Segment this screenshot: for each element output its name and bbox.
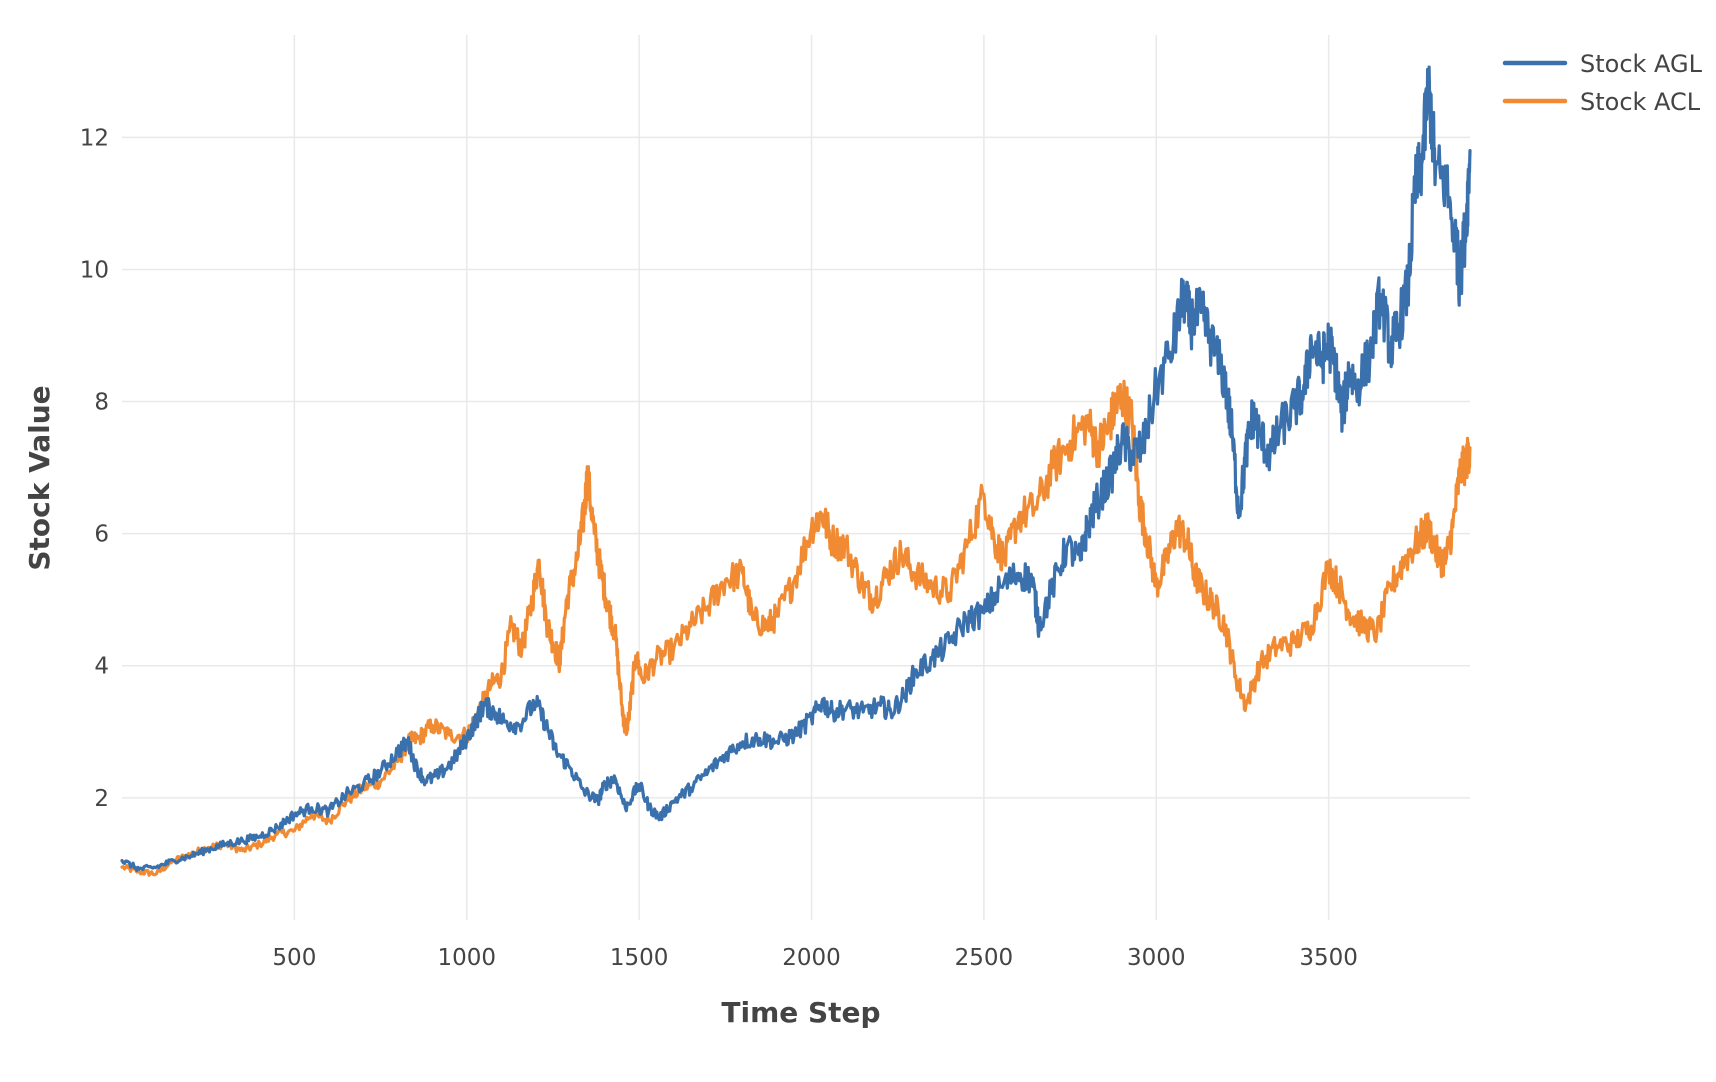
grid-layer	[122, 35, 1470, 920]
y-tick-label: 10	[80, 257, 109, 283]
x-tick-label: 2000	[782, 945, 841, 971]
x-tick-label: 3000	[1127, 945, 1186, 971]
y-axis-title: Stock Value	[23, 385, 56, 570]
y-tick-label: 2	[94, 786, 109, 812]
x-tick-label: 500	[272, 945, 316, 971]
legend-label-stock-agl: Stock AGL	[1580, 50, 1703, 78]
x-axis-title: Time Step	[721, 996, 880, 1029]
x-tick-label: 3500	[1299, 945, 1358, 971]
y-tick-label: 6	[94, 522, 109, 548]
tick-layer: 500 1000 1500 2000 2500 3000 3500 2 4 6 8 10 12	[80, 125, 1358, 971]
series-line-stock-acl	[120, 379, 1472, 877]
y-tick-label: 4	[94, 654, 109, 680]
legend: Stock AGL Stock ACL	[1502, 50, 1703, 116]
x-tick-label: 1000	[437, 945, 496, 971]
y-tick-label: 8	[94, 390, 109, 416]
x-tick-label: 2500	[955, 945, 1014, 971]
series-line-stock-agl	[120, 65, 1472, 873]
x-tick-label: 1500	[610, 945, 669, 971]
legend-label-stock-acl: Stock ACL	[1580, 88, 1701, 116]
series-layer	[120, 65, 1472, 877]
y-tick-label: 12	[80, 125, 109, 151]
